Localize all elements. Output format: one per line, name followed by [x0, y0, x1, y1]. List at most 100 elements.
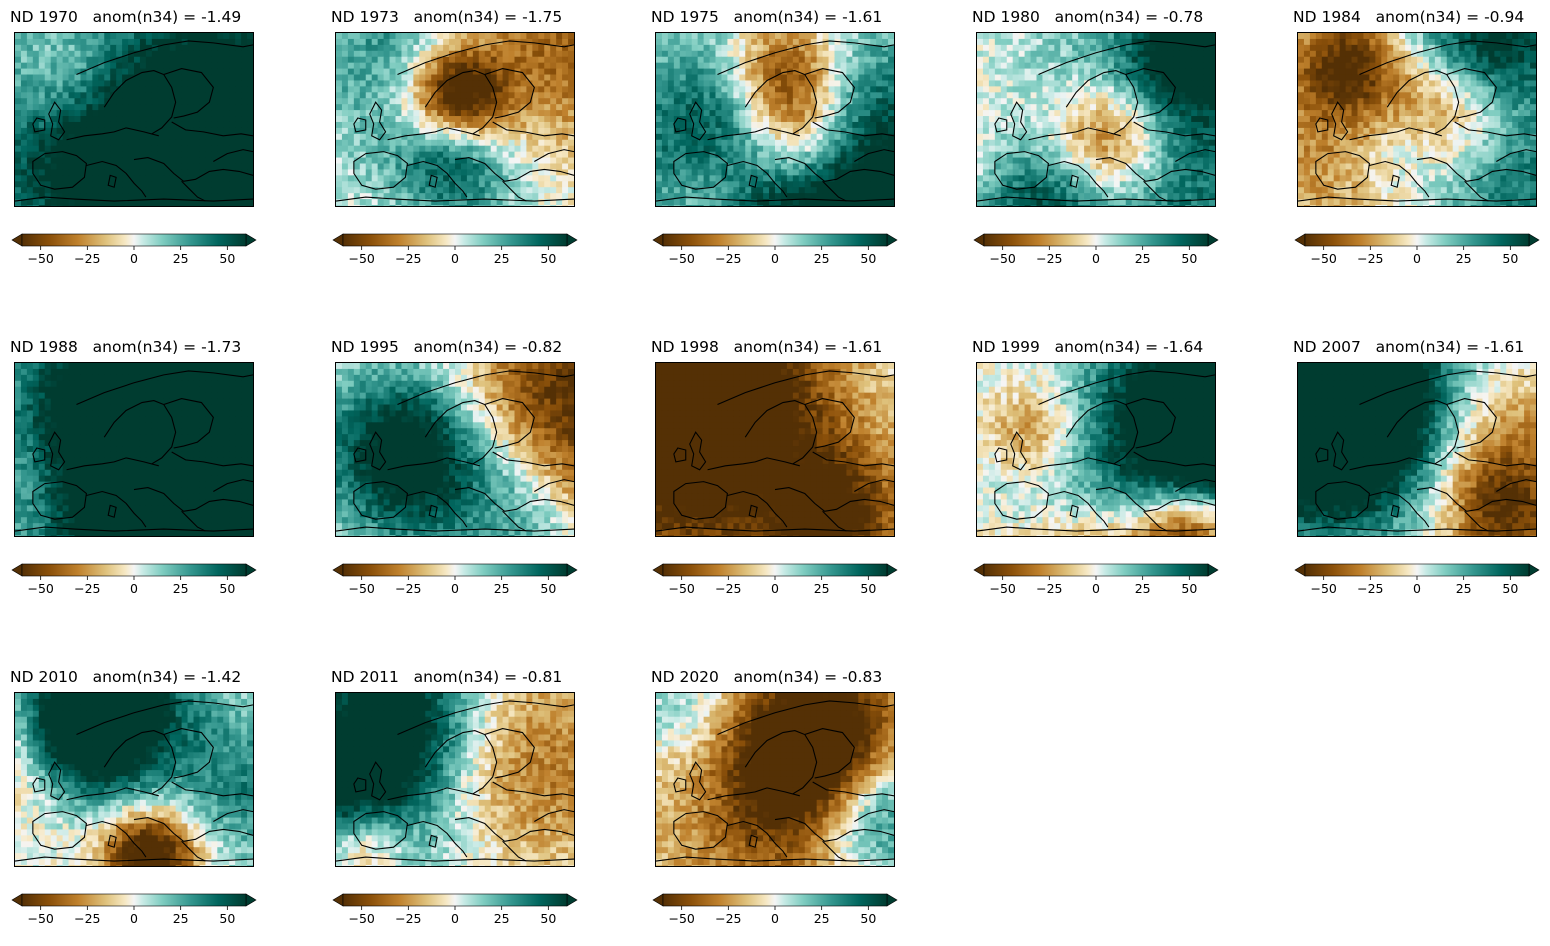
coastlines	[656, 40, 894, 202]
colorbar-tick-label: 0	[771, 581, 779, 596]
anomaly-map	[655, 362, 895, 537]
colorbar-tick-label: 25	[814, 581, 830, 596]
colorbar: −50 −25 0 25 50	[1294, 563, 1540, 596]
colorbar-tick-label: −25	[395, 581, 421, 596]
panel-title: ND 2020 anom(n34) = -0.83	[651, 668, 883, 686]
panel-title: ND 1984 anom(n34) = -0.94	[1293, 8, 1525, 26]
colorbar: −50 −25 0 25 50	[1294, 233, 1540, 266]
colorbar-tick-label: −25	[715, 581, 741, 596]
map-panel: ND 1988 anom(n34) = -1.73 −50 −25 0 25 50	[0, 330, 300, 596]
colorbar-tick-label: 25	[173, 581, 189, 596]
colorbar: −50 −25 0 25 50	[332, 563, 578, 596]
coastlines	[1298, 40, 1536, 202]
colorbar-tick-label: −50	[348, 581, 374, 596]
colorbar-tick-label: 25	[494, 581, 510, 596]
colorbar-tick-label: −25	[1357, 581, 1383, 596]
anomaly-map	[1297, 32, 1537, 207]
colorbar-tick-label: 50	[219, 581, 235, 596]
colorbar-tick-label: 50	[1502, 251, 1518, 266]
anomaly-map	[335, 362, 575, 537]
colorbar-tick-label: 50	[860, 581, 876, 596]
colorbar: −50 −25 0 25 50	[11, 233, 257, 266]
colorbar-tick-label: 25	[173, 911, 189, 926]
coastlines	[977, 370, 1215, 532]
map-panel: ND 1980 anom(n34) = -0.78 −50 −25 0 25 50	[962, 0, 1262, 266]
colorbar-tick-label: −50	[1310, 581, 1336, 596]
colorbar-tick-label: −50	[989, 251, 1015, 266]
colorbar-tick-label: 0	[451, 581, 459, 596]
colorbar-tick-label: −50	[27, 911, 53, 926]
colorbar-tick-label: 0	[451, 911, 459, 926]
colorbar-tick-label: 0	[451, 251, 459, 266]
anomaly-map	[976, 362, 1216, 537]
colorbar-tick-label: 25	[494, 251, 510, 266]
anomaly-map	[655, 32, 895, 207]
colorbar-tick-label: 25	[494, 911, 510, 926]
colorbar-tick-label: 50	[1502, 581, 1518, 596]
anomaly-map	[335, 692, 575, 867]
colorbar-tick-label: −25	[1357, 251, 1383, 266]
panel-title: ND 2010 anom(n34) = -1.42	[10, 668, 242, 686]
colorbar-tick-label: 50	[1181, 581, 1197, 596]
colorbar-tick-label: −25	[74, 911, 100, 926]
colorbar-tick-label: 0	[130, 251, 138, 266]
colorbar-tick-label: 0	[1413, 251, 1421, 266]
coastlines	[656, 370, 894, 532]
colorbar-tick-label: −25	[715, 251, 741, 266]
colorbar-tick-label: −25	[395, 251, 421, 266]
anomaly-map	[655, 692, 895, 867]
colorbar-tick-label: 50	[1181, 251, 1197, 266]
coastlines	[977, 40, 1215, 202]
colorbar-tick-label: 0	[1092, 581, 1100, 596]
map-panel: ND 1973 anom(n34) = -1.75 −50 −25 0 25 50	[321, 0, 621, 266]
panel-title: ND 1998 anom(n34) = -1.61	[651, 338, 883, 356]
colorbar-tick-label: 50	[860, 251, 876, 266]
map-panel: ND 1970 anom(n34) = -1.49 −50 −25 0 25 50	[0, 0, 300, 266]
colorbar-tick-label: −50	[1310, 251, 1336, 266]
panel-title: ND 1970 anom(n34) = -1.49	[10, 8, 242, 26]
colorbar-tick-label: 0	[130, 581, 138, 596]
map-panel: ND 2010 anom(n34) = -1.42 −50 −25 0 25 50	[0, 660, 300, 926]
colorbar-tick-label: −50	[668, 911, 694, 926]
colorbar-tick-label: −50	[348, 911, 374, 926]
colorbar-tick-label: −25	[1036, 251, 1062, 266]
colorbar-tick-label: 0	[1092, 251, 1100, 266]
panel-title: ND 1988 anom(n34) = -1.73	[10, 338, 242, 356]
colorbar-tick-label: −50	[348, 251, 374, 266]
colorbar-tick-label: 50	[540, 911, 556, 926]
panel-title: ND 1995 anom(n34) = -0.82	[331, 338, 563, 356]
colorbar-tick-label: 0	[130, 911, 138, 926]
colorbar: −50 −25 0 25 50	[652, 233, 898, 266]
colorbar: −50 −25 0 25 50	[332, 233, 578, 266]
coastlines	[15, 370, 253, 532]
colorbar-tick-label: 50	[860, 911, 876, 926]
map-panel: ND 2020 anom(n34) = -0.83 −50 −25 0 25 50	[641, 660, 941, 926]
map-panel: ND 1998 anom(n34) = -1.61 −50 −25 0 25 50	[641, 330, 941, 596]
map-panel: ND 1999 anom(n34) = -1.64 −50 −25 0 25 50	[962, 330, 1262, 596]
map-panel: ND 1984 anom(n34) = -0.94 −50 −25 0 25 50	[1283, 0, 1550, 266]
colorbar: −50 −25 0 25 50	[332, 893, 578, 926]
anomaly-map	[335, 32, 575, 207]
coastlines	[15, 40, 253, 202]
colorbar-tick-label: 25	[814, 911, 830, 926]
colorbar-tick-label: −50	[668, 251, 694, 266]
colorbar-tick-label: −50	[27, 581, 53, 596]
colorbar-tick-label: 25	[814, 251, 830, 266]
colorbar-tick-label: −50	[27, 251, 53, 266]
colorbar-tick-label: 50	[219, 911, 235, 926]
colorbar-tick-label: 50	[219, 251, 235, 266]
colorbar: −50 −25 0 25 50	[652, 893, 898, 926]
map-panel: ND 2011 anom(n34) = -0.81 −50 −25 0 25 50	[321, 660, 621, 926]
colorbar-tick-label: −25	[715, 911, 741, 926]
colorbar-tick-label: −25	[395, 911, 421, 926]
colorbar-tick-label: −50	[668, 581, 694, 596]
colorbar-tick-label: 25	[173, 251, 189, 266]
map-panel: ND 1975 anom(n34) = -1.61 −50 −25 0 25 50	[641, 0, 941, 266]
anomaly-map	[1297, 362, 1537, 537]
colorbar: −50 −25 0 25 50	[973, 563, 1219, 596]
colorbar-tick-label: 50	[540, 581, 556, 596]
map-panel: ND 1995 anom(n34) = -0.82 −50 −25 0 25 50	[321, 330, 621, 596]
panel-title: ND 1999 anom(n34) = -1.64	[972, 338, 1204, 356]
colorbar-tick-label: −50	[989, 581, 1015, 596]
colorbar-tick-label: 50	[540, 251, 556, 266]
